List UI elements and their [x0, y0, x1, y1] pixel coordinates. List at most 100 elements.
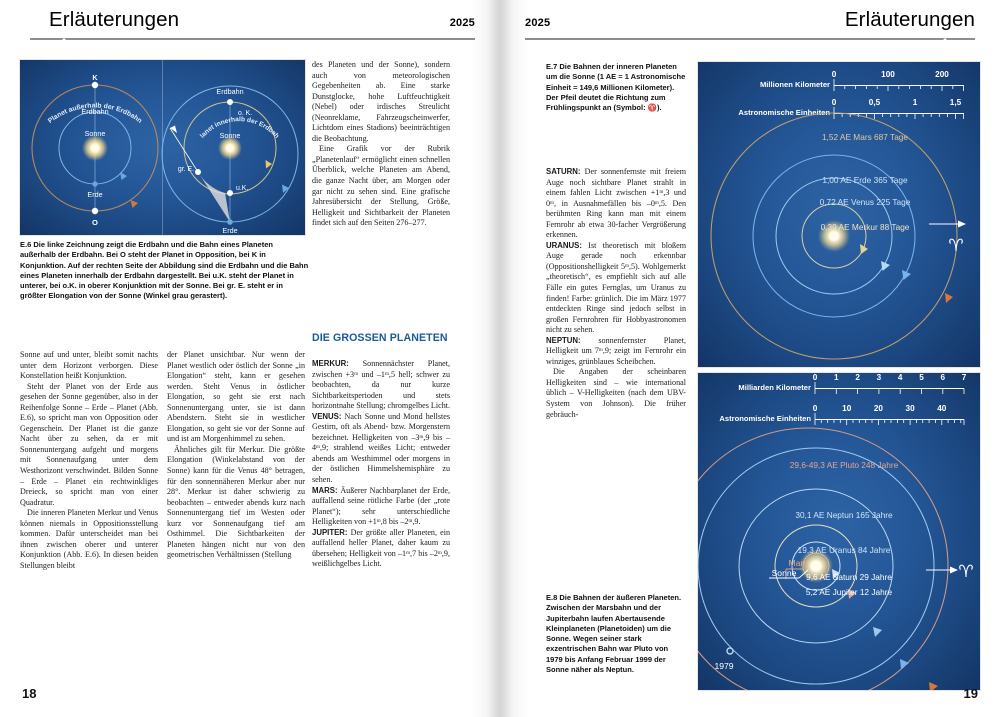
tick-label: 2	[855, 373, 860, 382]
e6-right-earth-label: Erde	[222, 226, 237, 235]
page-year: 2025	[449, 17, 475, 29]
orbit-label-mars: 1,52 AE Mars 687 Tage	[822, 132, 908, 142]
orbit-label-venus: 0,72 AE Venus 225 Tage	[820, 197, 911, 207]
tick-label: 0	[813, 373, 818, 382]
planet-text: Ist theoretisch mit bloßem Auge gerade n…	[546, 240, 686, 335]
arrow-saturn	[848, 589, 856, 599]
sun-core	[829, 231, 839, 241]
arrow-neptun	[900, 659, 909, 669]
tick-label: 40	[937, 404, 947, 413]
section-heading-grosse-planeten: DIE GROSSEN PLANETEN	[312, 332, 448, 344]
header-rule	[525, 38, 975, 40]
left-column-2: der Planet unsichtbar. Nur wenn der Plan…	[167, 350, 305, 561]
e6-right-upper-conjunction: o. K.	[238, 110, 252, 117]
planet-entry-venus: VENUS: Nach Sonne und Mond hellstes Gest…	[312, 412, 450, 486]
scale-milliarden-kilometer: Milliarden Kilometer 0 1 2 3 4 5	[738, 373, 967, 394]
folio-left: 18	[22, 686, 37, 701]
tick-label: 1	[913, 98, 918, 107]
header-notch	[56, 31, 72, 40]
arrow-merkur	[860, 244, 868, 254]
mars-label: Mars	[788, 558, 807, 568]
paragraph: Ähnliches gilt für Merkur. Die größte El…	[167, 444, 305, 560]
scale-label: Astronomische Einheiten	[719, 414, 811, 423]
orbit-merkur	[801, 203, 867, 269]
mars-leader: Mars	[785, 558, 808, 579]
paragraph: Die inneren Planeten Merkur und Venus kö…	[20, 508, 158, 570]
arrow-jupiter	[832, 569, 840, 579]
arrow-erde	[902, 270, 911, 280]
e7-orbits	[710, 112, 958, 360]
sonne-label: Sonne	[772, 568, 797, 578]
e8-orbits: 1979 1999	[698, 427, 949, 690]
orbit-erde	[752, 154, 916, 318]
page-left: Erläuterungen 2025	[20, 8, 475, 701]
figure-e6-svg: K O Planet außerhalb der Erdbahn Erdbahn…	[20, 60, 299, 235]
planet-entry-merkur: MERKUR: Sonnennächster Planet, zwischen …	[312, 359, 450, 412]
figure-e8: Milliarden Kilometer 0 1 2 3 4 5	[698, 373, 980, 690]
orbit-label-saturn: 9,6 AE Saturn 29 Jahre	[806, 572, 892, 582]
tick-label: 0	[832, 70, 837, 79]
planet-text: Äußerer Nachbarplanet der Erde, auffalle…	[312, 485, 450, 527]
frühlingspunkt-arrow: ♈	[929, 220, 966, 256]
tick-label: 10	[842, 404, 852, 413]
arrow-mars	[945, 293, 953, 303]
e6-right-sun-label: Sonne	[220, 131, 241, 140]
tick-label: 5	[919, 373, 924, 382]
paragraph: des Planeten und der Sonne), sondern auc…	[312, 60, 450, 143]
planet-entry-neptun: NEPTUN: sonnenfernster Planet, Helligkei…	[546, 336, 686, 368]
figure-e7-svg: Millionen Kilometer 0 100 200	[710, 70, 966, 360]
arrow-uranus	[873, 627, 882, 637]
figure-e6: K O Planet außerhalb der Erdbahn Erdbahn…	[20, 60, 305, 235]
e6-left-earth-label: Erde	[87, 190, 102, 199]
tick-label: 0,5	[869, 98, 881, 107]
planet-name: JUPITER:	[312, 527, 348, 537]
orbit-jupiter	[791, 541, 841, 591]
orbit-saturn	[774, 524, 858, 608]
tick-label: 7	[962, 373, 967, 382]
orbit-label-uranus: 19,3 AE Uranus 84 Jahre	[798, 545, 891, 555]
orbit-uranus	[738, 488, 894, 644]
orbit-label-merkur: 0,39 AE Merkur 88 Tage	[821, 222, 910, 232]
frühlingspunkt-arrow-2: ♈	[926, 562, 974, 582]
running-head-left: Erläuterungen 2025	[30, 8, 475, 42]
orbit-venus	[775, 177, 893, 295]
aries-symbol-icon: ♈	[948, 236, 963, 256]
aries-symbol-icon: ♈	[958, 562, 973, 582]
planet-text: Der größte aller Planeten, ein auffallen…	[312, 527, 450, 569]
tick-label: 0	[813, 404, 818, 413]
planet-text: Nach Sonne und Mond hellstes Gestirn, of…	[312, 411, 450, 485]
arrow-venus	[881, 261, 890, 271]
paragraph: Sonne auf und unter, bleibt somit nachts…	[20, 350, 158, 381]
header-rule	[30, 38, 475, 40]
tick-label: 100	[881, 70, 895, 79]
paragraph: der Planet unsichtbar. Nur wenn der Plan…	[167, 350, 305, 444]
orbit-neptun	[698, 447, 935, 685]
tick-label: 200	[935, 70, 949, 79]
tick-label: 3	[877, 373, 882, 382]
planet-entry-jupiter: JUPITER: Der größte aller Planeten, ein …	[312, 528, 450, 570]
caption-e8: E.8 Die Bahnen der äußeren Planeten. Zwi…	[546, 593, 682, 675]
sonne-leader: Sonne	[769, 568, 809, 579]
epoch-label-1979: 1979	[714, 661, 733, 671]
e6-right-earthorbit-label: Erdbahn	[216, 87, 243, 96]
planet-name: MARS:	[312, 485, 338, 495]
tick-label: 4	[898, 373, 903, 382]
scale-millionen-kilometer: Millionen Kilometer 0 100 200	[760, 70, 965, 91]
orbit-label-jupiter: 5,2 AE Jupiter 12 Jahre	[806, 587, 893, 597]
paragraph: Steht der Planet von der Erde aus gesehe…	[20, 381, 158, 507]
scale-label: Astronomische Einheiten	[738, 108, 830, 117]
caption-e7: E.7 Die Bahnen der inneren Planeten um d…	[546, 62, 686, 113]
right-column-planets: SATURN: Der sonnenfernste mit freiem Aug…	[546, 167, 686, 420]
left-column-3-planets: MERKUR: Sonnennächster Planet, zwischen …	[312, 359, 450, 570]
planet-name: VENUS:	[312, 411, 342, 421]
scale-astronomische-einheiten: Astronomische Einheiten 0	[738, 98, 965, 119]
orbit-pluto	[698, 427, 949, 690]
orbit-label-pluto: 29,6-49,3 AE Pluto 248 Jahre	[790, 460, 899, 470]
header-notch	[937, 31, 953, 40]
marker-1979	[726, 647, 734, 655]
planet-text: Der sonnenfernste mit freiem Auge noch s…	[546, 167, 686, 240]
page-year: 2025	[525, 17, 551, 29]
paragraph: Eine Grafik vor der Rubrik „Planetenlauf…	[312, 144, 450, 228]
tick-label: 1	[834, 373, 839, 382]
